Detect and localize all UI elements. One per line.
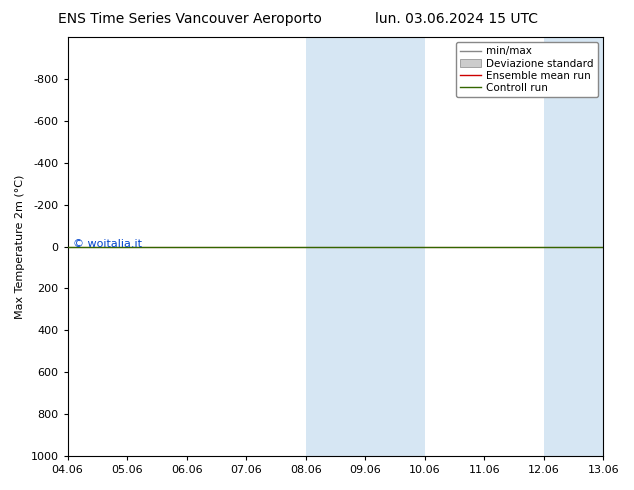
- Text: ENS Time Series Vancouver Aeroporto: ENS Time Series Vancouver Aeroporto: [58, 12, 322, 26]
- Bar: [544, 37, 603, 456]
- Bar: [306, 37, 425, 456]
- Text: lun. 03.06.2024 15 UTC: lun. 03.06.2024 15 UTC: [375, 12, 538, 26]
- Legend: min/max, Deviazione standard, Ensemble mean run, Controll run: min/max, Deviazione standard, Ensemble m…: [456, 42, 598, 97]
- Text: © woitalia.it: © woitalia.it: [73, 240, 142, 249]
- Y-axis label: Max Temperature 2m (°C): Max Temperature 2m (°C): [15, 174, 25, 318]
